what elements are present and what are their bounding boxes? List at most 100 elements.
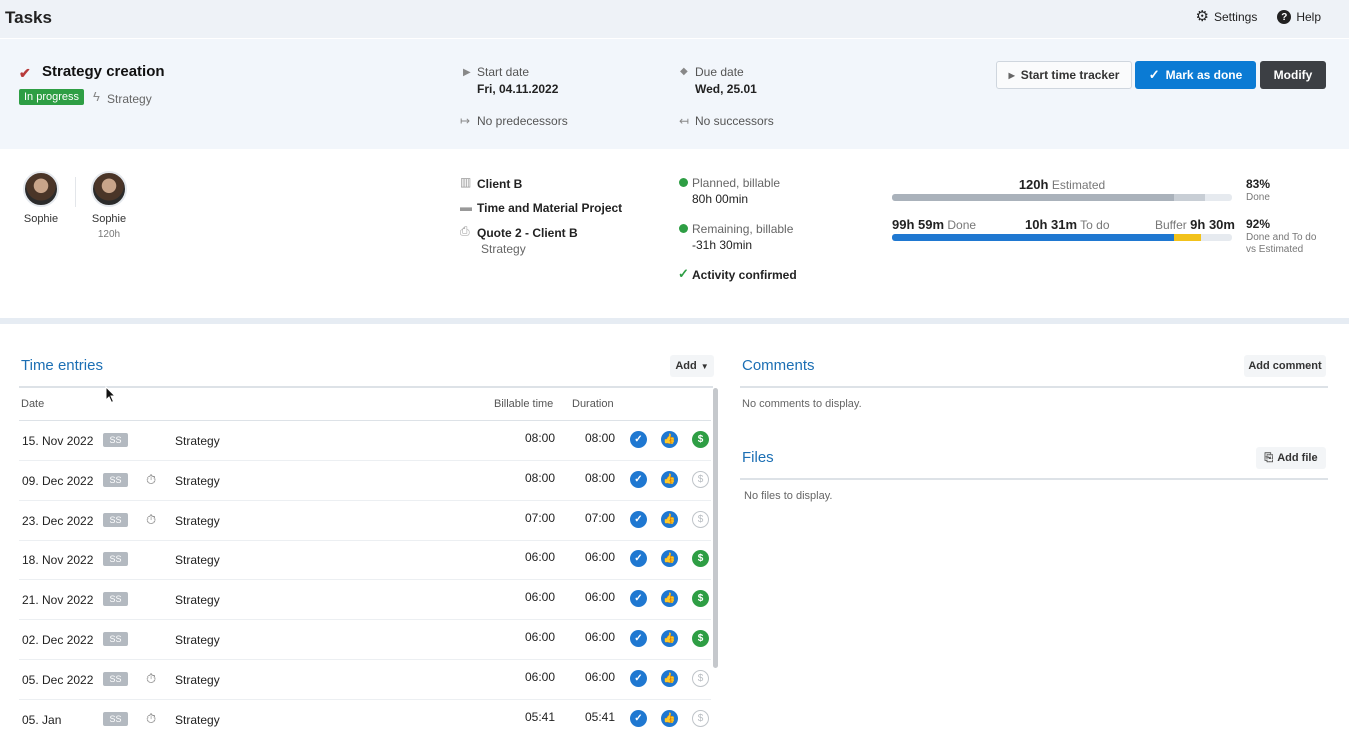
add-comment-button[interactable]: Add comment [1244, 355, 1326, 377]
entry-date: 09. Dec 2022 [22, 473, 94, 488]
user-initials-badge: SS [103, 433, 128, 447]
mark-as-done-button[interactable]: ✓ Mark as done [1135, 61, 1256, 89]
entry-billable-time: 06:00 [525, 669, 556, 684]
done-text: 99h 59m Done [892, 217, 976, 232]
avatar[interactable] [91, 171, 127, 207]
planned-value: 80h 00min [692, 192, 749, 206]
table-row[interactable]: 09. Dec 2022 SS ⏱ Strategy 08:00 08:00 ✓ 👍 $ [19, 461, 711, 501]
thumbs-up-icon[interactable]: 👍 [661, 590, 678, 608]
thumbs-up-icon[interactable]: 👍 [661, 470, 678, 488]
billed-dollar-icon[interactable]: $ [692, 550, 709, 568]
pct-done-label: Done [1246, 192, 1270, 203]
quote-name[interactable]: Quote 2 - Client B [477, 226, 578, 240]
check-icon: ✓ [1148, 67, 1160, 82]
table-row[interactable]: 18. Nov 2022 SS Strategy 06:00 06:00 ✓ 👍 $ [19, 540, 711, 581]
client-name[interactable]: Client B [477, 177, 523, 191]
pct-vs-estimated-label: vs Estimated [1246, 244, 1304, 255]
confirmed-icon[interactable]: ✓ [630, 590, 647, 608]
table-row[interactable]: 21. Nov 2022 SS Strategy 06:00 06:00 ✓ 👍 $ [19, 580, 711, 621]
estimated-done-segment [892, 194, 1175, 201]
thumbs-up-icon[interactable]: 👍 [661, 630, 678, 647]
top-bar: Tasks ⚙ Settings ? Help [0, 0, 1349, 38]
avatar[interactable] [23, 171, 59, 207]
modify-button[interactable]: Modify [1260, 61, 1326, 89]
due-diamond-icon: ◆ [680, 66, 688, 77]
add-file-button[interactable]: ⎘ Add file [1256, 447, 1326, 469]
bolt-icon: ϟ [93, 89, 100, 104]
column-date[interactable]: Date [21, 398, 45, 410]
billed-dollar-icon[interactable]: $ [692, 630, 709, 647]
planned-label: Planned, billable [692, 176, 781, 190]
table-row[interactable]: 02. Dec 2022 SS Strategy 06:00 06:00 ✓ 👍 $ [19, 620, 711, 660]
entry-billable-time: 06:00 [525, 590, 556, 605]
table-row[interactable]: 15. Nov 2022 SS Strategy 08:00 08:00 ✓ 👍 $ [19, 421, 711, 461]
settings-label: Settings [1213, 10, 1258, 24]
help-link[interactable]: ? Help [1277, 10, 1321, 24]
start-date-label: Start date [477, 65, 530, 79]
activity-check-icon: ✓ [678, 266, 689, 281]
estimated-value: 120h [1018, 177, 1049, 192]
user-initials-badge: SS [103, 552, 128, 567]
confirmed-icon[interactable]: ✓ [630, 709, 647, 727]
pct-done-todo-label: Done and To do [1246, 232, 1317, 243]
table-row[interactable]: 05. Jan SS ⏱ Strategy 05:41 05:41 ✓ 👍 $ [19, 700, 711, 737]
time-entries-title: Time entries [21, 357, 103, 374]
confirmed-icon[interactable]: ✓ [630, 431, 647, 448]
entry-service: Strategy [175, 672, 220, 687]
actual-progress-bar [892, 234, 1232, 241]
due-date-value: Wed, 25.01 [695, 82, 757, 96]
task-check-icon[interactable]: ✔ [19, 65, 31, 81]
unbilled-dollar-icon[interactable]: $ [692, 510, 709, 528]
thumbs-up-icon[interactable]: 👍 [661, 510, 678, 528]
mouse-cursor-icon [105, 386, 117, 404]
entry-billable-time: 07:00 [525, 510, 556, 525]
status-badge[interactable]: In progress [19, 89, 85, 105]
start-time-tracker-button[interactable]: ▶ Start time tracker [996, 61, 1132, 89]
todo-value: 10h 31m [1025, 217, 1078, 232]
unbilled-dollar-icon[interactable]: $ [692, 709, 709, 727]
user-initials-badge: SS [103, 632, 128, 646]
unbilled-dollar-icon[interactable]: $ [692, 669, 709, 687]
confirmed-icon[interactable]: ✓ [630, 630, 647, 647]
table-row[interactable]: 05. Dec 2022 SS ⏱ Strategy 06:00 06:00 ✓ 👍 $ [19, 660, 711, 700]
table-row[interactable]: 23. Dec 2022 SS ⏱ Strategy 07:00 07:00 ✓ 👍 $ [19, 501, 711, 541]
entry-billable-time: 05:41 [525, 709, 556, 724]
entry-date: 15. Nov 2022 [22, 434, 94, 448]
entry-duration: 06:00 [585, 590, 616, 605]
entry-duration: 05:41 [585, 709, 616, 724]
estimated-text: 120h Estimated [892, 177, 1232, 192]
confirmed-icon[interactable]: ✓ [630, 510, 647, 528]
assignee-hours: 120h [97, 229, 121, 240]
column-duration[interactable]: Duration [572, 398, 614, 410]
avatar-divider [75, 177, 76, 207]
predecessor-icon: ↦ [460, 114, 471, 128]
confirmed-icon[interactable]: ✓ [630, 669, 647, 687]
scrollbar[interactable] [713, 388, 718, 668]
entry-service: Strategy [175, 513, 220, 528]
confirmed-icon[interactable]: ✓ [630, 470, 647, 488]
entry-duration: 06:00 [585, 550, 616, 565]
entry-date: 18. Nov 2022 [22, 553, 94, 568]
start-arrow-icon: ▶ [463, 67, 471, 78]
remaining-status-dot [679, 224, 688, 233]
section-divider [0, 318, 1349, 324]
settings-link[interactable]: ⚙ Settings [1196, 9, 1258, 24]
start-time-tracker-label: Start time tracker [1020, 68, 1120, 82]
billed-dollar-icon[interactable]: $ [692, 590, 709, 608]
thumbs-up-icon[interactable]: 👍 [661, 669, 678, 687]
project-name[interactable]: Time and Material Project [477, 201, 623, 215]
thumbs-up-icon[interactable]: 👍 [661, 550, 678, 568]
unbilled-dollar-icon[interactable]: $ [692, 470, 709, 488]
todo-text: 10h 31m To do [1025, 217, 1110, 232]
confirmed-icon[interactable]: ✓ [630, 550, 647, 568]
thumbs-up-icon[interactable]: 👍 [661, 431, 678, 448]
entry-billable-time: 08:00 [525, 431, 556, 445]
planned-status-dot [679, 178, 688, 187]
billed-dollar-icon[interactable]: $ [692, 431, 709, 448]
add-time-entry-button[interactable]: Add ▼ [670, 355, 714, 377]
user-initials-badge: SS [103, 472, 128, 487]
entry-duration: 08:00 [585, 431, 616, 445]
buffer-text: Buffer 9h 30m [1155, 217, 1235, 232]
thumbs-up-icon[interactable]: 👍 [661, 709, 678, 727]
column-billable-time[interactable]: Billable time [494, 398, 554, 410]
